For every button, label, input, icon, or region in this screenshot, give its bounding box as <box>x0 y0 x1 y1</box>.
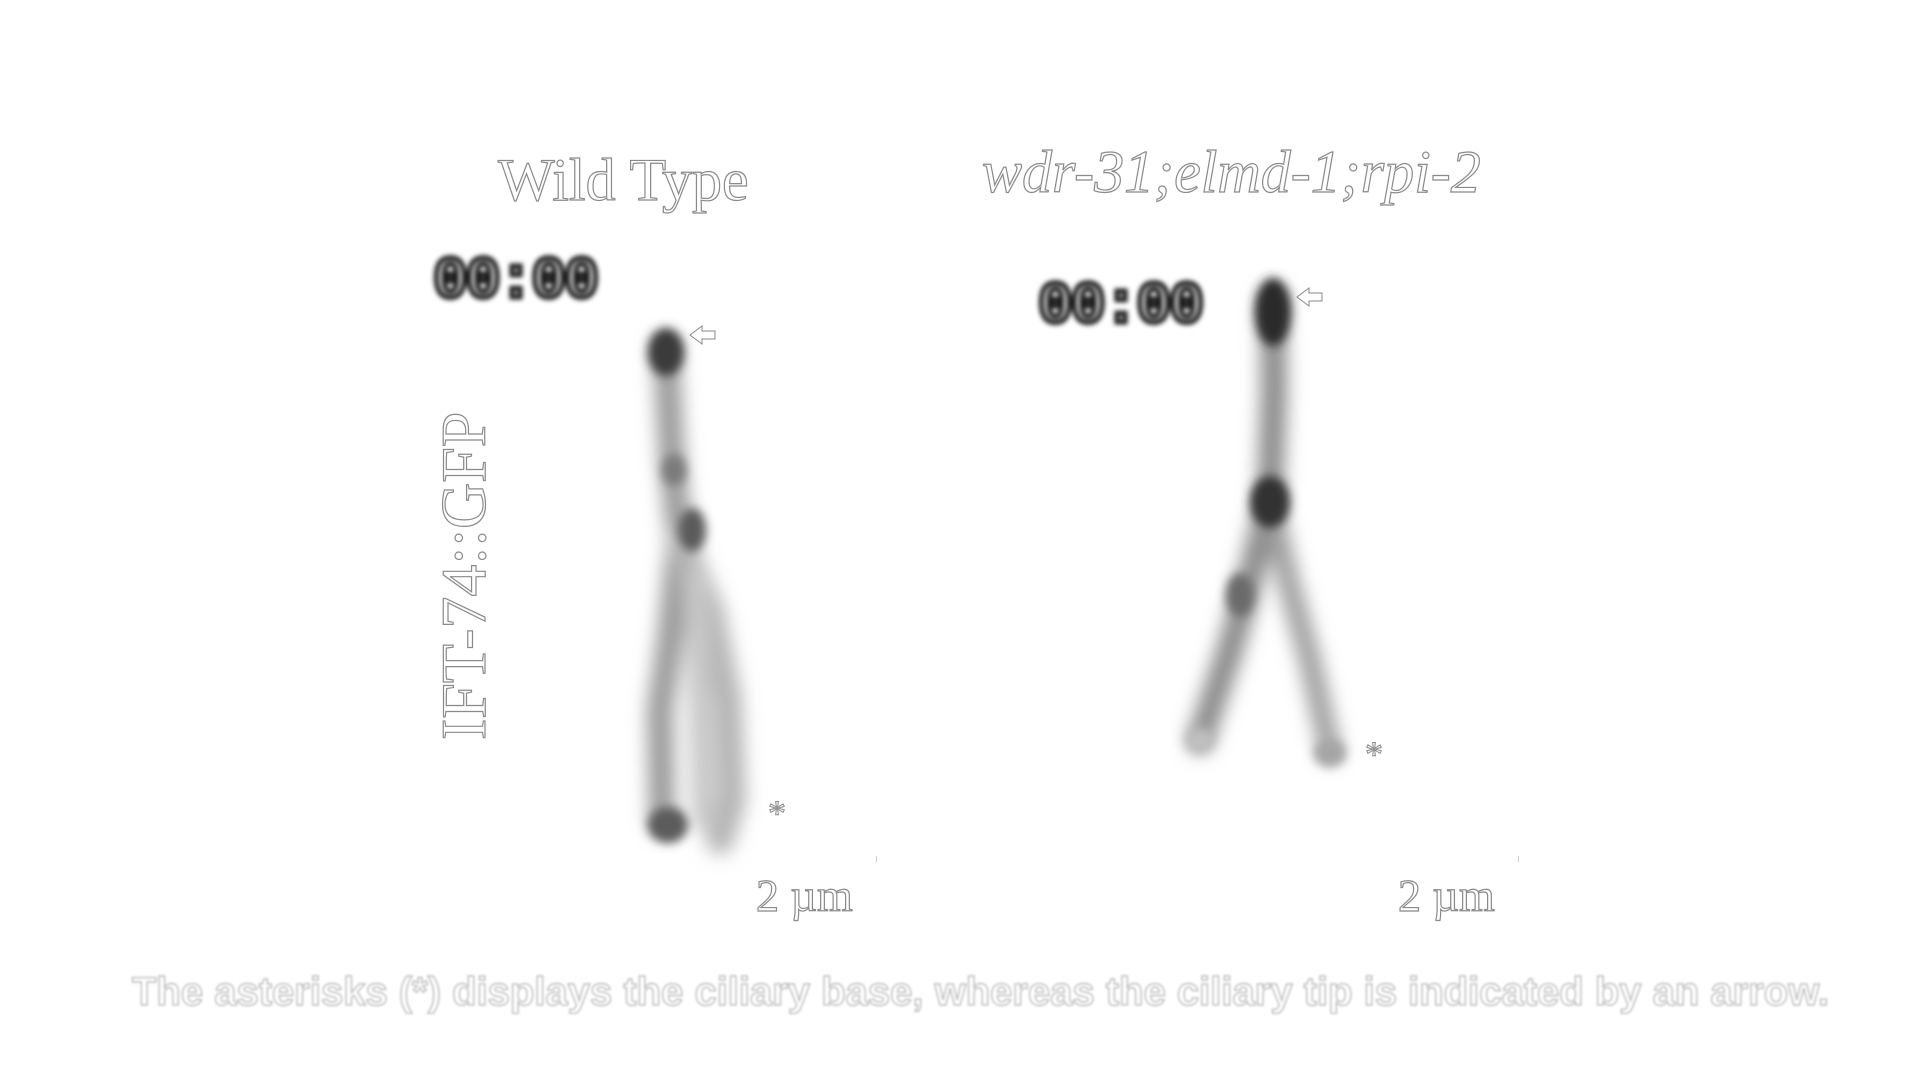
base-marker-mutant: * <box>1365 734 1384 774</box>
panel-title-wild-type: Wild Type <box>497 147 749 213</box>
scale-label-mutant: 2 µm <box>1397 870 1495 921</box>
tip-arrow-mutant <box>1296 287 1323 307</box>
base-marker-wild-type: * <box>768 793 787 833</box>
ciliary-tip-spot-mutant <box>1255 278 1291 346</box>
micrograph-mutant <box>1186 278 1346 767</box>
timestamp-wild-type: 00:00 <box>430 250 601 315</box>
tip-arrow-wild-type <box>689 325 716 345</box>
scale-bar-mutant <box>1518 856 1519 862</box>
timestamp-mutant: 00:00 <box>1035 275 1206 340</box>
figure-caption: The asterisks (*) displays the ciliary b… <box>131 970 1829 1014</box>
scale-label-wild-type: 2 µm <box>755 870 853 921</box>
panel-title-mutant: wdr-31;elmd-1;rpi-2 <box>981 139 1481 205</box>
ciliary-tip-spot-wild-type <box>648 328 684 376</box>
scale-bar-wild-type <box>876 856 877 862</box>
row-label-ift74-gfp: IFT-74::GFP <box>427 411 499 741</box>
micrograph-wild-type <box>646 328 747 854</box>
